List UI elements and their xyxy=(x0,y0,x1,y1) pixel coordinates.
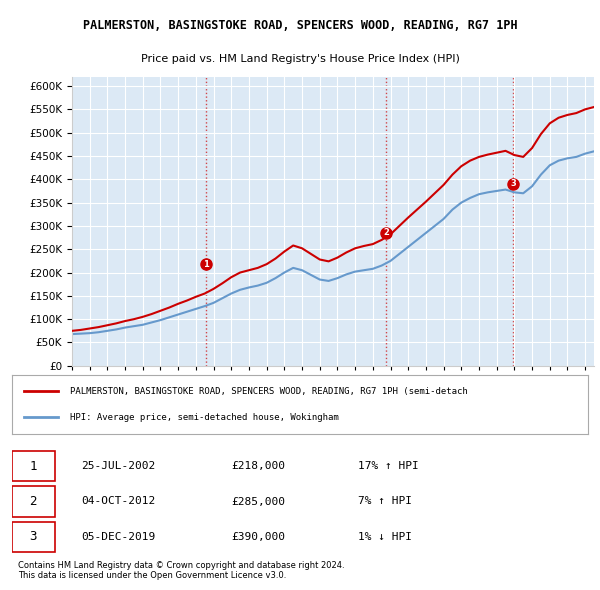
Text: 25-JUL-2002: 25-JUL-2002 xyxy=(81,461,155,471)
Text: 2: 2 xyxy=(383,228,389,237)
Text: 1% ↓ HPI: 1% ↓ HPI xyxy=(358,532,412,542)
Text: 1: 1 xyxy=(203,260,209,268)
FancyBboxPatch shape xyxy=(12,486,55,517)
Text: 3: 3 xyxy=(29,530,37,543)
Text: 2: 2 xyxy=(29,495,37,508)
Text: 05-DEC-2019: 05-DEC-2019 xyxy=(81,532,155,542)
FancyBboxPatch shape xyxy=(12,522,55,552)
Text: 3: 3 xyxy=(510,179,516,188)
Text: 7% ↑ HPI: 7% ↑ HPI xyxy=(358,497,412,506)
Text: Contains HM Land Registry data © Crown copyright and database right 2024.
This d: Contains HM Land Registry data © Crown c… xyxy=(18,560,344,580)
Text: 1: 1 xyxy=(29,460,37,473)
Text: PALMERSTON, BASINGSTOKE ROAD, SPENCERS WOOD, READING, RG7 1PH (semi-detach: PALMERSTON, BASINGSTOKE ROAD, SPENCERS W… xyxy=(70,386,467,396)
Text: £218,000: £218,000 xyxy=(231,461,285,471)
Text: 17% ↑ HPI: 17% ↑ HPI xyxy=(358,461,418,471)
Text: PALMERSTON, BASINGSTOKE ROAD, SPENCERS WOOD, READING, RG7 1PH: PALMERSTON, BASINGSTOKE ROAD, SPENCERS W… xyxy=(83,19,517,32)
FancyBboxPatch shape xyxy=(12,451,55,481)
Text: Price paid vs. HM Land Registry's House Price Index (HPI): Price paid vs. HM Land Registry's House … xyxy=(140,54,460,64)
Text: £285,000: £285,000 xyxy=(231,497,285,506)
Text: £390,000: £390,000 xyxy=(231,532,285,542)
Text: 04-OCT-2012: 04-OCT-2012 xyxy=(81,497,155,506)
Text: HPI: Average price, semi-detached house, Wokingham: HPI: Average price, semi-detached house,… xyxy=(70,412,338,422)
